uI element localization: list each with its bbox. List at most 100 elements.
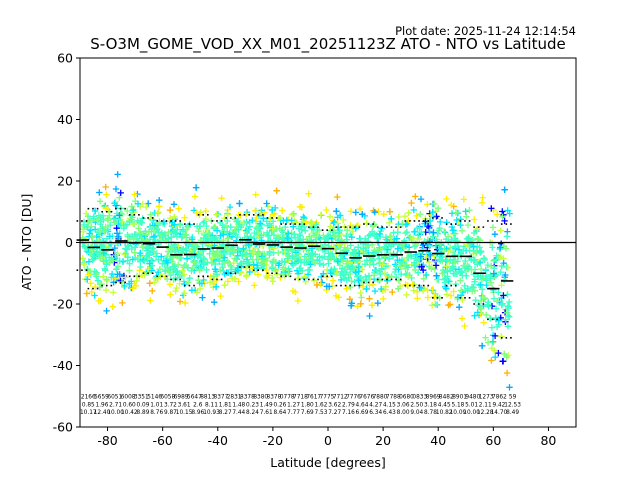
scatter-point: [504, 323, 512, 330]
stat-sd: 8.24: [246, 410, 259, 416]
scatter-point: [503, 369, 511, 377]
stat-sd: 8.89: [137, 410, 150, 416]
scatter-point: [126, 267, 133, 274]
scatter-point: [227, 223, 234, 231]
scatter-point: [329, 277, 337, 284]
scatter-point: [463, 213, 470, 220]
scatter-point: [416, 236, 423, 243]
scatter-point: [502, 271, 509, 279]
scatter-point: [88, 288, 95, 296]
scatter-point: [188, 287, 196, 294]
scatter-point: [429, 233, 436, 240]
scatter-point: [386, 208, 394, 215]
scatter-point: [89, 256, 96, 263]
scatter-point: [361, 261, 369, 268]
scatter-point: [428, 263, 435, 271]
stat-sd: 10.15: [176, 410, 193, 416]
scatter-point: [326, 213, 334, 220]
scatter-point: [443, 291, 451, 298]
scatter-point: [379, 261, 386, 268]
scatter-point: [183, 247, 190, 254]
scatter-point: [395, 285, 402, 292]
stat-count: 9480: [465, 395, 480, 401]
stat-count: 8969: [426, 395, 441, 401]
stat-sd: 12.28: [477, 410, 494, 416]
scatter-point: [339, 265, 346, 272]
scatter-point: [246, 247, 253, 254]
stat-count: 8380: [253, 395, 268, 401]
stat-mean: 12.53: [504, 402, 521, 408]
scatter-point: [449, 227, 457, 234]
scatter-point: [482, 266, 490, 273]
scatter-point: [403, 254, 411, 262]
scatter-point: [335, 294, 342, 301]
scatter-point: [492, 305, 500, 312]
scatter-point: [471, 312, 478, 319]
scatter-point: [100, 250, 107, 257]
scatter-point: [337, 271, 344, 279]
scatter-point: [275, 262, 282, 269]
x-tick-label: -80: [97, 433, 117, 448]
scatter-point: [488, 205, 495, 212]
scatter-point: [188, 267, 195, 275]
scatter-point: [371, 221, 378, 228]
scatter-point: [212, 234, 220, 241]
scatter-point: [420, 275, 427, 282]
scatter-point: [101, 228, 108, 235]
scatter-point: [260, 215, 267, 222]
scatter-point: [344, 245, 351, 252]
scatter-point: [349, 263, 356, 271]
scatter-point: [391, 268, 399, 276]
stat-mean: 1.80: [301, 402, 314, 408]
scatter-point: [234, 217, 242, 225]
stat-sd: 10.17: [80, 410, 97, 416]
scatter-point: [349, 228, 356, 235]
stat-count: 6058: [160, 395, 175, 401]
stat-mean: 1.01: [150, 402, 163, 408]
stat-mean: 2.11: [479, 402, 492, 408]
scatter-point: [475, 301, 482, 309]
scatter-point: [311, 259, 319, 266]
scatter-point: [131, 191, 138, 198]
scatter-point: [235, 226, 242, 233]
scatter-point: [499, 358, 506, 365]
scatter-point: [468, 266, 475, 273]
scatter-point: [262, 255, 269, 262]
scatter-point: [116, 212, 123, 219]
scatter-point: [144, 243, 152, 250]
scatter-point: [418, 263, 425, 270]
scatter-point: [334, 220, 341, 227]
stat-sd: 7.69: [301, 410, 314, 416]
scatter-point: [192, 184, 200, 191]
scatter-point: [284, 234, 292, 242]
scatter-point: [183, 231, 190, 239]
scatter-point: [401, 213, 409, 220]
scatter-point: [404, 264, 412, 271]
scatter-point: [143, 203, 150, 211]
scatter-point: [128, 203, 135, 210]
scatter-point: [310, 229, 317, 237]
scatter-point: [457, 287, 465, 294]
scatter-point: [501, 350, 508, 358]
stat-mean: 3.72: [164, 402, 177, 408]
scatter-point: [110, 215, 117, 223]
scatter-point: [495, 289, 502, 296]
scatter-point: [164, 252, 171, 260]
scatter-point: [443, 195, 450, 203]
scatter-point: [402, 221, 409, 228]
scatter-point: [439, 270, 446, 277]
scatter-point: [252, 191, 259, 198]
stat-count: 2831: [227, 395, 242, 401]
scatter-point: [213, 211, 220, 218]
scatter-point: [253, 214, 260, 222]
scatter-point: [208, 217, 215, 224]
scatter-point: [334, 193, 341, 201]
stat-sd: 9.04: [410, 410, 423, 416]
scatter-point: [184, 264, 192, 271]
scatter-point: [479, 194, 486, 201]
x-tick-label: -20: [263, 433, 283, 448]
scatter-point: [239, 251, 246, 258]
scatter-point: [91, 268, 98, 275]
scatter-point: [150, 279, 158, 286]
